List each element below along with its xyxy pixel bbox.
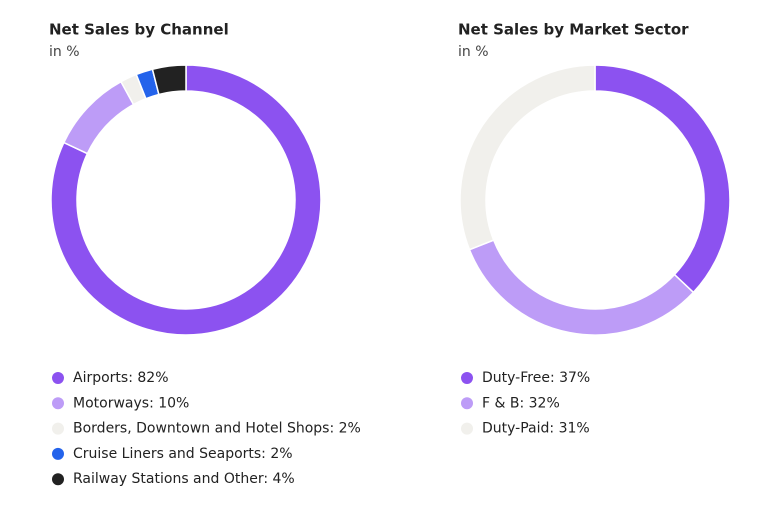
donut-segment: [468, 239, 695, 336]
legend-swatch: [461, 397, 473, 410]
legend-label: Borders, Downtown and Hotel Shops: 2%: [73, 421, 361, 437]
legend-swatch: [52, 372, 64, 384]
legend-swatch: [52, 473, 64, 486]
legend-swatch: [461, 422, 473, 435]
donut-segment: [151, 64, 187, 96]
legend-label: F & B: 32%: [482, 395, 560, 411]
chart-title: Net Sales by Market Sector: [458, 21, 689, 39]
legend-swatch: [52, 422, 64, 435]
legend-label: Duty-Paid: 31%: [482, 421, 590, 437]
donut-segment: [50, 64, 322, 336]
donut-segment: [459, 64, 596, 251]
legend-label: Railway Stations and Other: 4%: [73, 471, 295, 487]
chart-title: Net Sales by Channel: [49, 21, 229, 39]
legend-label: Cruise Liners and Seaports: 2%: [73, 446, 293, 462]
chart-subtitle: in %: [458, 44, 489, 60]
legend-label: Duty-Free: 37%: [482, 370, 590, 386]
donut-segment: [62, 80, 135, 155]
donut-segment: [594, 64, 731, 294]
legend-swatch: [52, 447, 64, 460]
legend-swatch: [461, 372, 473, 384]
legend-label: Airports: 82%: [73, 370, 169, 386]
chart-subtitle: in %: [49, 44, 80, 60]
legend-swatch: [52, 397, 64, 410]
legend-label: Motorways: 10%: [73, 395, 189, 411]
